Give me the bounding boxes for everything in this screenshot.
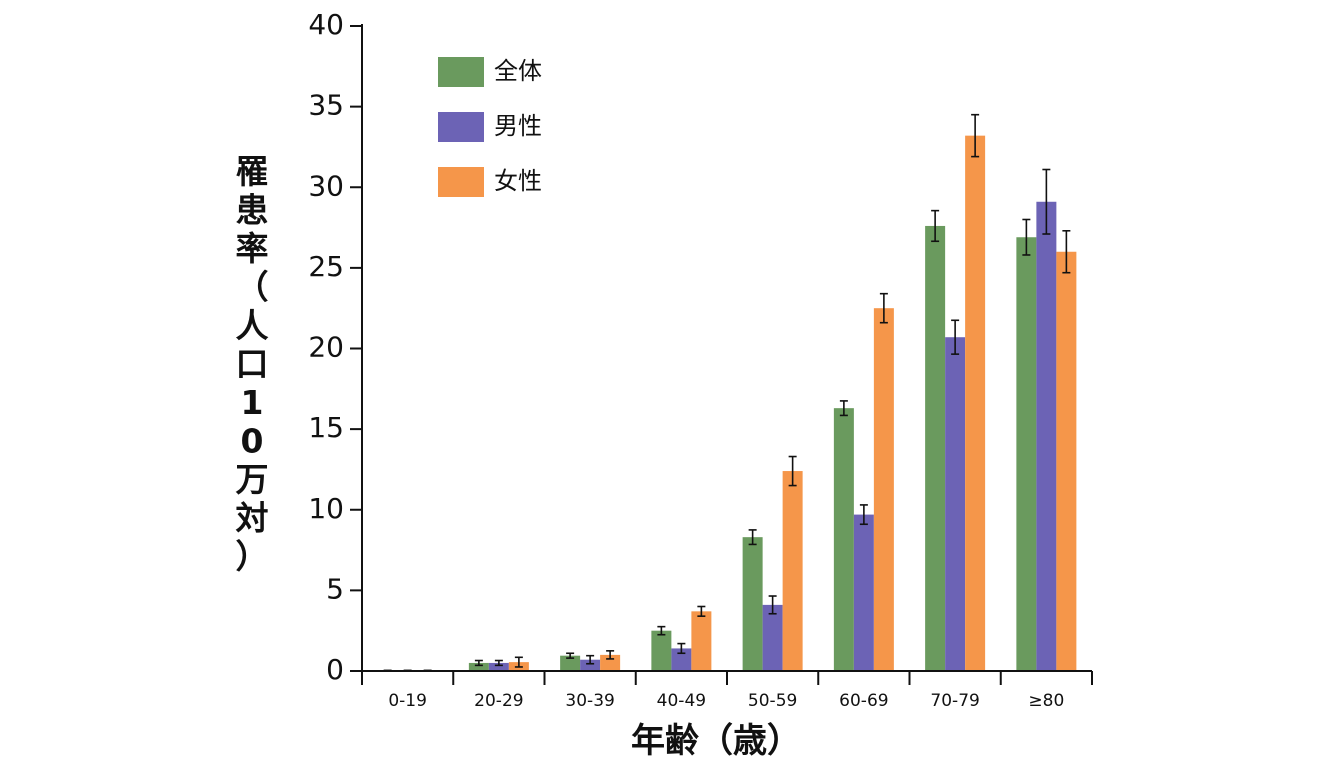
bar-女性-50-59 [782,471,803,671]
bar-女性-≥80 [1056,251,1077,671]
bar-男性-70-79 [945,337,966,671]
legend-swatch-女性 [438,167,484,197]
y-tick-label-40: 40 [308,8,344,41]
y-axis-title: 罹患率（人口 1 0 万対） [236,152,269,576]
y-tick-label-30: 30 [308,169,344,202]
axes-layer: 0 5 10 15 20 25 30 35 40 0-19 20-29 30-39 40-49 50-59… [308,8,1093,711]
y-tick-label-5: 5 [326,572,344,605]
legend-label-男性: 男性 [494,112,542,140]
bar-全体-30-39 [560,655,581,671]
bars-layer [377,113,1077,672]
bar-男性-50-59 [762,604,783,671]
bar-男性-20-29 [488,662,509,671]
legend-swatch-男性 [438,112,484,142]
legend-label-全体: 全体 [494,57,542,85]
bar-女性-60-69 [873,308,894,671]
bar-全体-50-59 [742,537,763,671]
legend-swatch-全体 [438,57,484,87]
x-tick-label-40-49: 40-49 [657,691,706,711]
y-tick-label-0: 0 [326,653,344,686]
bar-男性-60-69 [853,514,874,671]
legend-label-女性: 女性 [494,167,542,195]
y-tick-label-20: 20 [308,331,344,364]
bar-全体-≥80 [1016,237,1037,672]
x-tick-label-60-69: 60-69 [839,691,888,711]
bar-男性-≥80 [1036,201,1057,671]
x-axis-title: 年齢（歳） [631,721,801,761]
x-tick-label-0-19: 0-19 [388,691,427,711]
x-tick-label-20-29: 20-29 [474,691,523,711]
y-tick-label-10: 10 [308,492,344,525]
y-tick-label-35: 35 [308,89,344,122]
x-tick-label-≥80: ≥80 [1028,691,1064,711]
bar-全体-70-79 [925,225,946,671]
x-tick-label-30-39: 30-39 [565,691,614,711]
bar-女性-70-79 [965,135,986,671]
bar-女性-40-49 [691,611,712,671]
bar-男性-30-39 [580,659,601,671]
bar-女性-30-39 [600,654,621,671]
x-tick-label-70-79: 70-79 [930,691,979,711]
bar-全体-20-29 [468,662,489,671]
y-tick-label-15: 15 [308,411,344,444]
x-tick-label-50-59: 50-59 [748,691,797,711]
bar-男性-40-49 [671,648,692,671]
bar-全体-60-69 [833,408,854,671]
y-tick-label-25: 25 [308,250,344,283]
bar-全体-40-49 [651,630,672,671]
